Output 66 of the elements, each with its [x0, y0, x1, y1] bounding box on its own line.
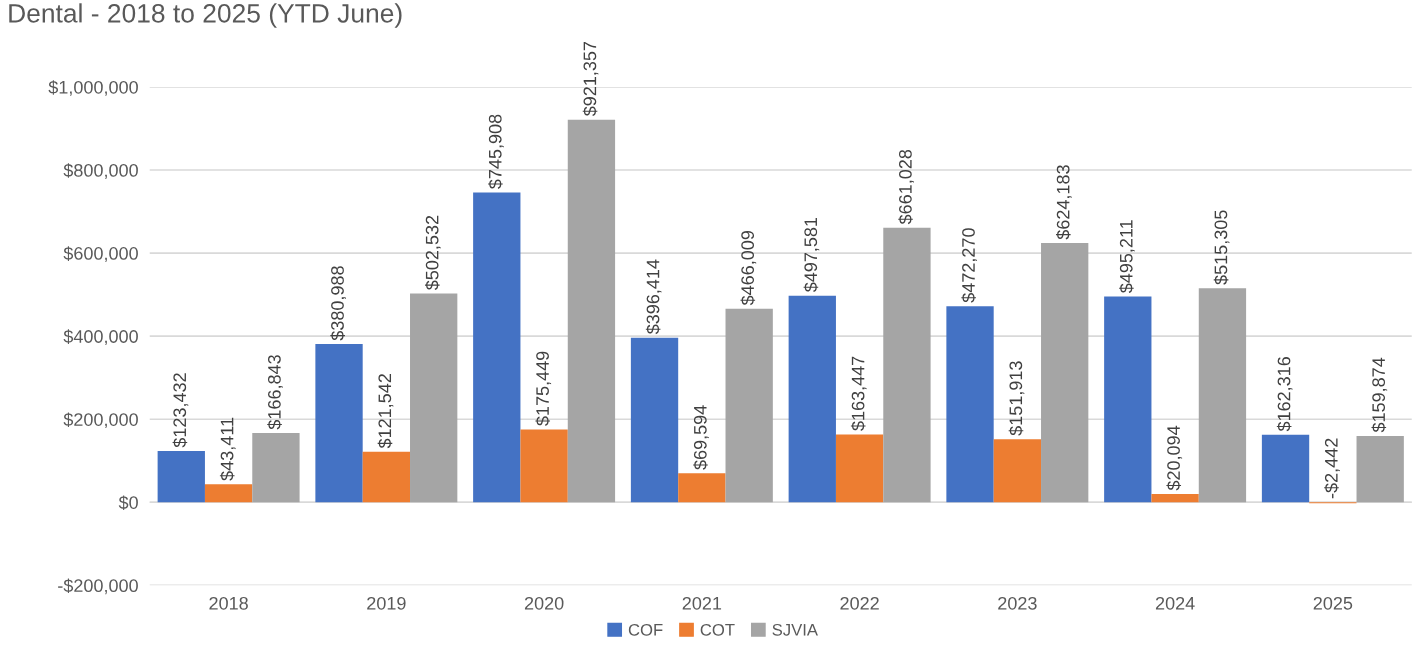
y-tick-label: $1,000,000 — [48, 80, 138, 96]
x-tick-label: 2022 — [840, 596, 879, 610]
bar — [883, 227, 931, 503]
y-tick-label: $200,000 — [63, 412, 138, 429]
x-tick-label: 2024 — [1155, 596, 1195, 610]
bar — [630, 337, 679, 503]
y-tick-label: $0 — [118, 495, 138, 511]
bar — [788, 295, 836, 503]
data-label: $162,316 — [1276, 357, 1293, 432]
x-tick-label: 2020 — [524, 596, 564, 610]
y-tick-label: -$200,000 — [58, 578, 138, 595]
bar — [1198, 288, 1247, 503]
bar — [993, 439, 1042, 503]
data-label: $515,305 — [1213, 210, 1230, 285]
bar — [473, 192, 521, 503]
data-label: $472,270 — [961, 228, 978, 303]
data-label: $166,843 — [267, 355, 283, 430]
data-label: $159,874 — [1371, 357, 1388, 433]
data-label: $175,449 — [535, 351, 552, 426]
bar — [1104, 296, 1152, 503]
bar — [520, 429, 568, 503]
data-label: $502,532 — [424, 215, 441, 291]
x-tick-label: 2025 — [1313, 596, 1353, 610]
legend-label: COF — [628, 623, 663, 636]
chart-title: Dental - 2018 to 2025 (YTD June) — [9, 3, 402, 28]
bar — [1261, 434, 1310, 503]
y-tick-label: $800,000 — [63, 163, 138, 179]
data-label: $921,357 — [582, 41, 599, 117]
bar — [1356, 435, 1404, 503]
bar — [567, 119, 616, 503]
legend-label: COT — [700, 623, 735, 636]
data-label: $466,009 — [740, 230, 757, 306]
data-label: $43,411 — [219, 417, 236, 481]
data-label: $497,581 — [803, 217, 820, 293]
bar — [1151, 493, 1199, 503]
bar — [946, 306, 994, 503]
data-label: $745,908 — [488, 114, 504, 189]
bar — [835, 434, 884, 503]
data-label: $121,542 — [377, 374, 394, 449]
data-label: $661,028 — [898, 149, 914, 225]
bar — [678, 473, 726, 503]
x-tick-label: 2019 — [367, 596, 406, 610]
data-label: $123,432 — [172, 373, 189, 448]
bar — [204, 484, 253, 503]
bar — [252, 432, 300, 503]
data-label: $396,414 — [645, 259, 662, 335]
x-tick-label: 2023 — [998, 596, 1037, 610]
data-label: $624,183 — [1055, 165, 1072, 240]
legend-label: SJVIA — [772, 623, 818, 636]
data-label: $151,913 — [1008, 361, 1025, 436]
bar — [362, 451, 411, 503]
bar — [410, 293, 458, 503]
bar — [725, 308, 773, 503]
data-label: $495,211 — [1119, 220, 1135, 294]
data-label: -$2,442 — [1324, 438, 1340, 499]
data-label: $20,094 — [1166, 425, 1183, 491]
data-label: $380,988 — [330, 266, 347, 341]
data-label: $163,447 — [850, 356, 867, 431]
x-tick-label: 2021 — [682, 596, 722, 610]
x-tick-label: 2018 — [209, 596, 248, 610]
data-label: $69,594 — [693, 405, 709, 470]
y-tick-label: $400,000 — [63, 329, 138, 346]
bar — [315, 344, 363, 503]
y-tick-label: $600,000 — [63, 246, 138, 262]
bar — [1041, 243, 1089, 503]
bar — [157, 451, 205, 503]
